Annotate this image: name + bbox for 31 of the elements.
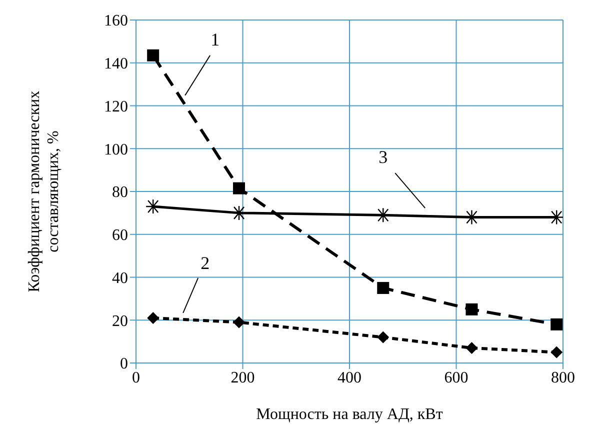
y-tick-label: 80 bbox=[112, 184, 128, 202]
point bbox=[550, 346, 563, 358]
y-axis-title: Коэффициент гармонических составляющих, % bbox=[26, 90, 62, 292]
x-tick-label: 800 bbox=[551, 369, 575, 386]
text: 1 bbox=[210, 29, 220, 50]
y-tick-label: 140 bbox=[104, 56, 128, 73]
point bbox=[233, 182, 246, 194]
y-tick-label: 0 bbox=[120, 356, 128, 373]
point bbox=[466, 303, 478, 316]
point bbox=[377, 282, 390, 294]
y-tick-label: 40 bbox=[112, 270, 128, 287]
point bbox=[466, 342, 478, 354]
point bbox=[464, 210, 480, 225]
x-axis-title: Мощность на валу АД, кВт bbox=[256, 406, 443, 423]
y-tick-label: 20 bbox=[112, 312, 128, 330]
point bbox=[550, 318, 563, 330]
point bbox=[233, 316, 246, 328]
point bbox=[147, 49, 160, 62]
x-tick-label: 400 bbox=[338, 369, 362, 386]
y-tick-label: 100 bbox=[104, 141, 128, 158]
point bbox=[147, 312, 160, 324]
x-tick-label: 200 bbox=[230, 369, 255, 386]
text: 3 bbox=[378, 147, 388, 168]
x-tick-label: 0 bbox=[132, 369, 140, 386]
point bbox=[145, 198, 161, 214]
x-tick-label: 600 bbox=[444, 369, 468, 386]
y-tick-label: 120 bbox=[104, 98, 128, 116]
y-tick-label: 60 bbox=[112, 227, 128, 244]
y-tick-label: 160 bbox=[104, 12, 128, 30]
text: 2 bbox=[200, 252, 210, 273]
point bbox=[377, 331, 390, 344]
